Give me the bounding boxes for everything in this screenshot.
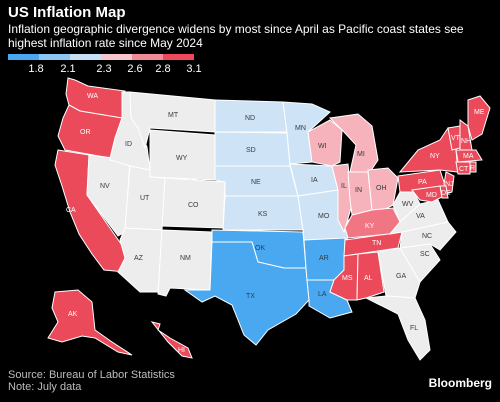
label-nj: NJ [445,181,454,188]
legend-swatch-3 [70,54,101,60]
state-ky[interactable] [344,207,401,239]
state-ri[interactable] [469,161,477,173]
state-il[interactable] [331,163,353,234]
label-pa: PA [418,179,427,186]
legend-color-bar [8,54,194,60]
label-ct: CT [459,166,469,173]
label-tn: TN [372,240,381,247]
state-ct[interactable] [455,161,471,175]
label-hi: HI [178,347,185,354]
label-ms: MS [342,275,353,282]
legend-swatch-2 [39,54,70,60]
label-vt: VT [451,135,461,142]
legend-swatch-5 [132,54,163,60]
label-sc: SC [420,251,430,258]
label-or: OR [80,129,91,136]
source-note: Source: Bureau of Labor Statistics [8,369,175,381]
label-va: VA [416,213,425,220]
label-la: LA [318,291,327,298]
label-co: CO [188,202,199,209]
label-wv: WV [402,201,414,208]
legend-tick-6: 3.1 [186,63,202,75]
label-ma: MA [463,153,474,160]
label-wa: WA [87,93,98,100]
label-ny: NY [430,153,440,160]
legend-tick-3: 2.3 [96,63,112,75]
label-mo: MO [318,213,330,220]
label-fl: FL [410,325,418,332]
legend-tick-1: 1.8 [28,63,44,75]
bloomberg-logo: Bloomberg [428,376,492,390]
label-ar: AR [319,255,329,262]
label-mn: MN [295,125,306,132]
state-fl[interactable] [364,295,431,361]
label-ia: IA [311,177,318,184]
legend-swatch-1 [8,54,39,60]
state-tx[interactable] [183,241,310,346]
label-nv: NV [100,183,110,190]
state-labels: WA OR CA NV ID MT WY UT CO AZ NM ND SD N… [66,93,485,354]
map-title: US Inflation Map [8,4,126,21]
label-nh: NH [461,138,471,145]
data-note: Note: July data [8,381,82,393]
state-nm[interactable] [157,229,213,297]
label-id: ID [125,141,132,148]
label-ca: CA [66,207,76,214]
label-sd: SD [246,147,256,154]
label-ut: UT [140,195,150,202]
color-legend: 1.8 2.1 2.3 2.6 2.8 3.1 [8,54,202,80]
label-al: AL [364,275,373,282]
state-de[interactable] [439,185,449,199]
label-ak: AK [68,311,78,318]
label-wy: WY [176,155,188,162]
footer-notes: Source: Bureau of Labor Statistics Note:… [8,369,175,393]
state-wi[interactable] [307,119,343,167]
state-wv[interactable] [392,187,421,223]
label-il: IL [341,183,347,190]
label-md: MD [426,192,437,199]
label-nc: NC [422,233,432,240]
state-ak[interactable] [47,289,133,356]
label-ri: RI [470,165,477,172]
label-ok: OK [255,245,265,252]
label-mi: MI [357,151,365,158]
label-de: DE [441,190,451,197]
label-oh: OH [376,185,387,192]
state-hi[interactable] [150,321,193,359]
label-az: AZ [134,255,144,262]
label-ks: KS [258,211,268,218]
label-tx: TX [246,293,255,300]
label-ne: NE [251,179,261,186]
label-nd: ND [245,115,255,122]
label-nm: NM [180,255,191,262]
label-ga: GA [396,273,406,280]
legend-tick-4: 2.6 [127,63,143,75]
state-md[interactable] [411,185,445,203]
label-me: ME [474,109,485,116]
state-al[interactable] [356,251,385,301]
legend-tick-2: 2.1 [60,63,76,75]
label-ky: KY [365,223,375,230]
state-me[interactable] [467,95,491,141]
state-ga[interactable] [377,247,421,299]
map-subtitle: Inflation geographic divergence widens b… [8,22,464,50]
legend-swatch-6 [163,54,194,60]
state-ma[interactable] [455,149,483,163]
label-in: IN [355,187,362,194]
label-wi: WI [318,143,327,150]
label-mt: MT [168,112,179,119]
legend-swatch-4 [101,54,132,60]
legend-tick-5: 2.8 [155,63,171,75]
